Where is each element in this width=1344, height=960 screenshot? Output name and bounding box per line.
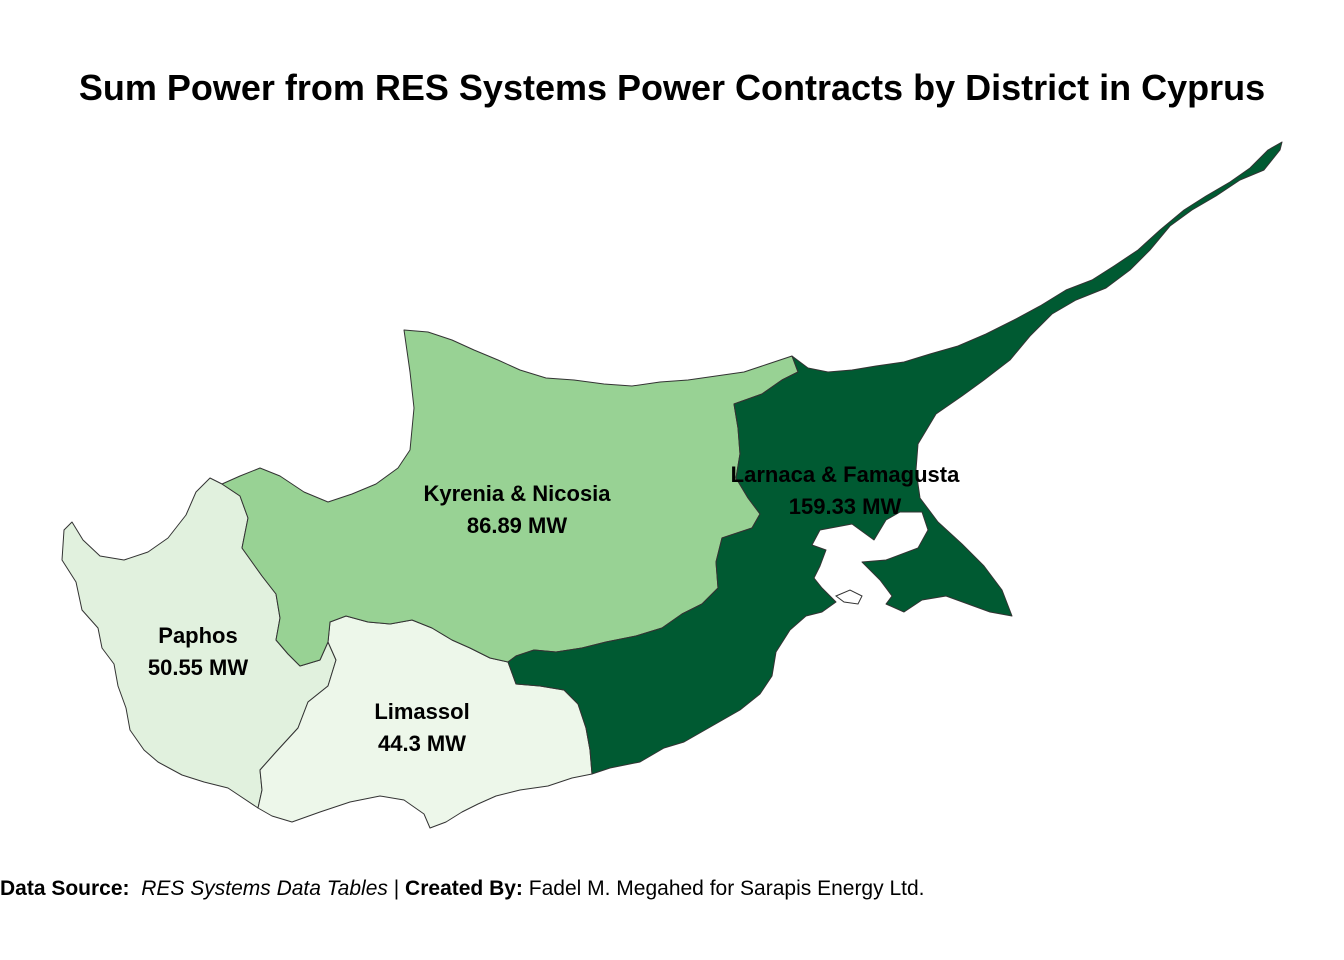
caption-separator: | [393,877,400,900]
caption-source-label: Data Source: [0,877,130,900]
label-larnaca-famagusta-value: 159.33 MW [789,494,902,519]
caption-created-text: Fadel M. Megahed for Sarapis Energy Ltd. [528,877,925,900]
label-larnaca-famagusta-name: Larnaca & Famagusta [731,462,960,487]
map-title: Sum Power from RES Systems Power Contrac… [0,64,1344,112]
label-kyrenia-nicosia-name: Kyrenia & Nicosia [423,481,611,506]
caption-source-text: RES Systems Data Tables [141,877,388,900]
label-paphos-value: 50.55 MW [148,655,248,680]
label-kyrenia-nicosia-value: 86.89 MW [467,513,567,538]
label-limassol-value: 44.3 MW [378,731,466,756]
map-caption: Data Source: RES Systems Data Tables | C… [0,874,924,904]
label-limassol-name: Limassol [374,699,469,724]
district-larnaca-famagusta-region[interactable] [507,141,1283,775]
salt-lake-shape [835,589,863,605]
caption-created-label: Created By: [405,877,523,900]
map-title-text: Sum Power from RES Systems Power Contrac… [78,67,1266,108]
label-paphos-name: Paphos [158,623,237,648]
